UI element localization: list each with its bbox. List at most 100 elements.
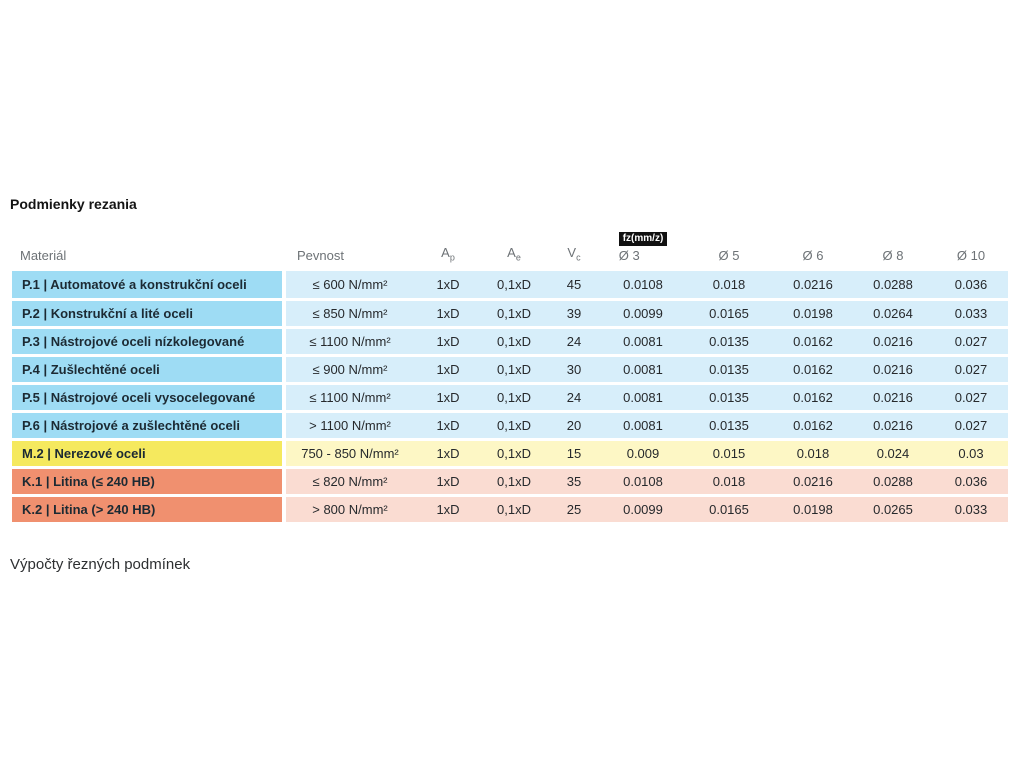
ap-cell: 1xD — [414, 271, 482, 301]
col-header-d5: Ø 5 — [718, 248, 740, 263]
fz-d3-cell: 0.0081 — [602, 411, 684, 441]
pevnost-cell: ≤ 1100 N/mm² — [284, 383, 414, 413]
col-header-d8: Ø 8 — [882, 248, 904, 263]
fz-d6-cell: 0.0198 — [774, 495, 852, 525]
ap-cell: 1xD — [414, 299, 482, 329]
vc-cell: 24 — [546, 327, 602, 357]
fz-d3-cell: 0.0099 — [602, 299, 684, 329]
col-header-ae: Ae — [482, 219, 546, 271]
pevnost-cell: ≤ 850 N/mm² — [284, 299, 414, 329]
fz-d8-cell: 0.0288 — [852, 271, 934, 301]
fz-d8-cell: 0.0265 — [852, 495, 934, 525]
col-header-d3: fz(mm/z) Ø 3 — [602, 219, 684, 271]
material-cell: K.2 | Litina (> 240 HB) — [12, 495, 286, 525]
page-title: Podmienky rezania — [10, 196, 137, 212]
ap-cell: 1xD — [414, 439, 482, 469]
cutting-conditions-table: Materiál Pevnost Ap Ae Vc fz(mm/z) Ø 3 Ø… — [12, 219, 1008, 525]
ae-cell: 0,1xD — [482, 355, 546, 385]
ae-cell: 0,1xD — [482, 467, 546, 497]
fz-d5-cell: 0.0135 — [684, 327, 774, 357]
fz-d6-cell: 0.0162 — [774, 383, 852, 413]
footer-text: Výpočty řezných podmínek — [10, 556, 191, 573]
pevnost-cell: > 1100 N/mm² — [284, 411, 414, 441]
fz-d6-cell: 0.0198 — [774, 299, 852, 329]
ap-cell: 1xD — [414, 495, 482, 525]
fz-d8-cell: 0.0288 — [852, 467, 934, 497]
fz-d10-cell: 0.027 — [934, 327, 1008, 357]
col-header-d6: Ø 6 — [802, 248, 824, 263]
fz-d10-cell: 0.03 — [934, 439, 1008, 469]
pevnost-cell: ≤ 1100 N/mm² — [284, 327, 414, 357]
pevnost-cell: > 800 N/mm² — [284, 495, 414, 525]
ap-cell: 1xD — [414, 383, 482, 413]
material-cell: P.2 | Konstrukční a lité oceli — [12, 299, 286, 329]
fz-d5-cell: 0.018 — [684, 467, 774, 497]
fz-d8-cell: 0.0216 — [852, 411, 934, 441]
ap-cell: 1xD — [414, 327, 482, 357]
fz-d8-cell: 0.0264 — [852, 299, 934, 329]
material-cell: M.2 | Nerezové oceli — [12, 439, 286, 469]
fz-d5-cell: 0.018 — [684, 271, 774, 301]
fz-d3-cell: 0.0081 — [602, 327, 684, 357]
col-header-pevnost: Pevnost — [297, 248, 344, 263]
ae-cell: 0,1xD — [482, 271, 546, 301]
pevnost-cell: 750 - 850 N/mm² — [284, 439, 414, 469]
fz-d3-cell: 0.0081 — [602, 355, 684, 385]
col-header-ap: Ap — [414, 219, 482, 271]
fz-d3-cell: 0.0099 — [602, 495, 684, 525]
vc-cell: 39 — [546, 299, 602, 329]
table-row: K.1 | Litina (≤ 240 HB) ≤ 820 N/mm² 1xD … — [12, 467, 1008, 497]
material-cell: P.4 | Zušlechtěné oceli — [12, 355, 286, 385]
fz-unit-badge: fz(mm/z) — [618, 232, 668, 246]
fz-d6-cell: 0.018 — [774, 439, 852, 469]
vc-cell: 45 — [546, 271, 602, 301]
table-row: P.4 | Zušlechtěné oceli ≤ 900 N/mm² 1xD … — [12, 355, 1008, 385]
ap-cell: 1xD — [414, 467, 482, 497]
table-row: P.5 | Nástrojové oceli vysocelegované ≤ … — [12, 383, 1008, 413]
material-cell: P.6 | Nástrojové a zušlechtěné oceli — [12, 411, 286, 441]
vc-cell: 25 — [546, 495, 602, 525]
fz-d5-cell: 0.0135 — [684, 355, 774, 385]
fz-d10-cell: 0.027 — [934, 383, 1008, 413]
fz-d10-cell: 0.027 — [934, 355, 1008, 385]
col-header-d10: Ø 10 — [956, 248, 986, 263]
fz-d6-cell: 0.0162 — [774, 355, 852, 385]
vc-label: V — [567, 245, 577, 261]
fz-d5-cell: 0.0165 — [684, 299, 774, 329]
fz-d10-cell: 0.027 — [934, 411, 1008, 441]
col-header-vc: Vc — [546, 219, 602, 271]
ae-label: A — [507, 245, 516, 261]
fz-d8-cell: 0.0216 — [852, 327, 934, 357]
fz-d8-cell: 0.0216 — [852, 383, 934, 413]
d3-header-stack: fz(mm/z) Ø 3 — [618, 229, 668, 263]
fz-d3-cell: 0.0081 — [602, 383, 684, 413]
vc-subscript: c — [576, 253, 581, 263]
fz-d3-cell: 0.0108 — [602, 271, 684, 301]
fz-d8-cell: 0.024 — [852, 439, 934, 469]
table-row: P.6 | Nástrojové a zušlechtěné oceli > 1… — [12, 411, 1008, 441]
ae-cell: 0,1xD — [482, 327, 546, 357]
ae-cell: 0,1xD — [482, 439, 546, 469]
material-cell: P.3 | Nástrojové oceli nízkolegované — [12, 327, 286, 357]
fz-d5-cell: 0.0135 — [684, 411, 774, 441]
vc-cell: 30 — [546, 355, 602, 385]
fz-d10-cell: 0.036 — [934, 271, 1008, 301]
material-cell: P.5 | Nástrojové oceli vysocelegované — [12, 383, 286, 413]
vc-cell: 35 — [546, 467, 602, 497]
table-row: K.2 | Litina (> 240 HB) > 800 N/mm² 1xD … — [12, 495, 1008, 525]
fz-d5-cell: 0.0165 — [684, 495, 774, 525]
ae-cell: 0,1xD — [482, 411, 546, 441]
ae-subscript: e — [515, 253, 521, 263]
pevnost-cell: ≤ 600 N/mm² — [284, 271, 414, 301]
fz-d6-cell: 0.0162 — [774, 411, 852, 441]
fz-d5-cell: 0.0135 — [684, 383, 774, 413]
material-cell: K.1 | Litina (≤ 240 HB) — [12, 467, 286, 497]
material-cell: P.1 | Automatové a konstrukční oceli — [12, 271, 286, 301]
vc-cell: 20 — [546, 411, 602, 441]
table-row: P.1 | Automatové a konstrukční oceli ≤ 6… — [12, 271, 1008, 301]
fz-d8-cell: 0.0216 — [852, 355, 934, 385]
ap-label: A — [441, 245, 450, 261]
vc-cell: 15 — [546, 439, 602, 469]
ae-cell: 0,1xD — [482, 383, 546, 413]
